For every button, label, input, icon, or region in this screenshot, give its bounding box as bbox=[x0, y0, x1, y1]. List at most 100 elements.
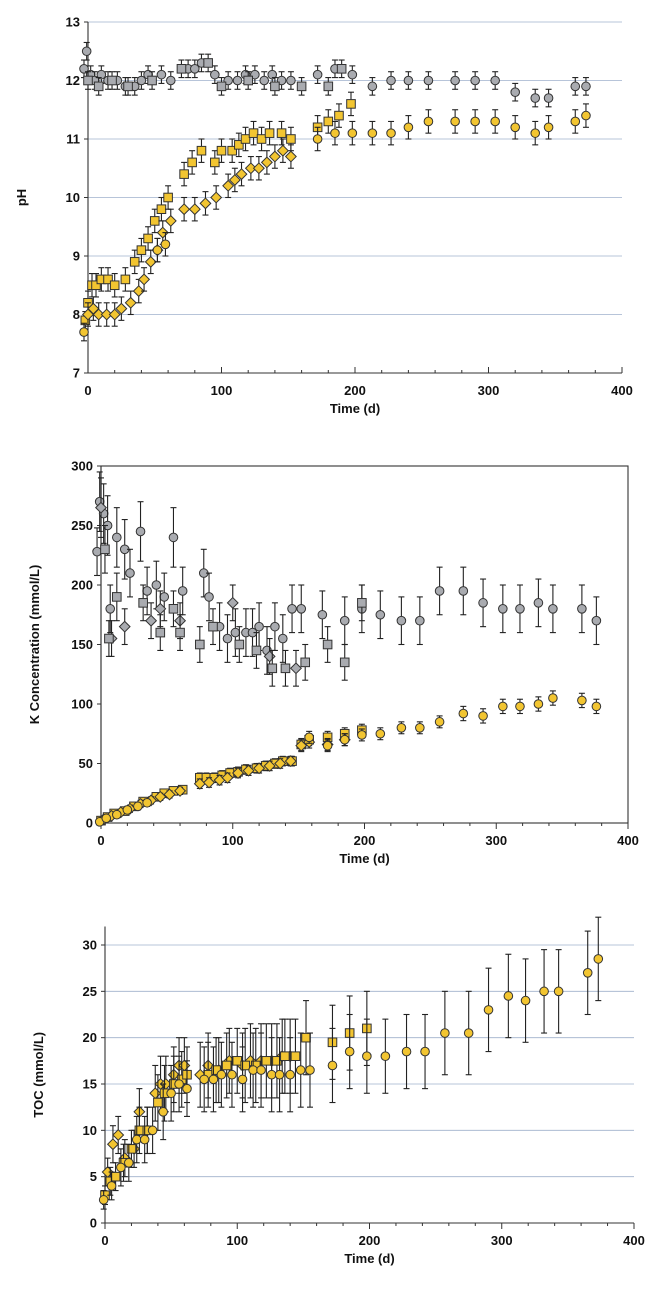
data-point-circle bbox=[386, 75, 396, 86]
data-point-circle bbox=[403, 75, 414, 86]
data-point-circle bbox=[259, 75, 270, 86]
data-point-diamond bbox=[274, 757, 287, 770]
x-tick-label: 300 bbox=[485, 833, 507, 848]
data-point-circle bbox=[322, 740, 333, 751]
data-point-circle bbox=[498, 701, 508, 712]
data-point-circle bbox=[367, 81, 378, 92]
data-point-circle bbox=[498, 604, 508, 614]
data-point-circle bbox=[182, 1083, 192, 1094]
data-point-diamond bbox=[244, 162, 257, 175]
data-point-square bbox=[280, 663, 291, 674]
data-point-circle bbox=[210, 69, 220, 80]
data-point-square bbox=[93, 81, 104, 92]
data-point-circle bbox=[79, 64, 89, 74]
data-point-circle bbox=[96, 69, 107, 80]
y-tick-label: 0 bbox=[86, 816, 93, 831]
data-point-square bbox=[143, 233, 153, 244]
data-point-diamond bbox=[222, 179, 235, 192]
data-point-square bbox=[216, 145, 227, 156]
data-point-circle bbox=[286, 75, 296, 86]
data-point-circle bbox=[274, 1069, 285, 1080]
x-axis-title: Time (d) bbox=[344, 1251, 394, 1266]
y-tick-label: 150 bbox=[71, 637, 93, 652]
x-tick-label: 400 bbox=[623, 1233, 645, 1248]
data-point-square bbox=[153, 1097, 163, 1108]
chart-panel-2: 0 100 200 300 400 0 50 100 150 200 250 300 Time (d) K… bbox=[27, 459, 639, 867]
data-point-circle bbox=[106, 1181, 117, 1191]
data-point-circle bbox=[515, 604, 525, 614]
data-point-square bbox=[234, 639, 245, 650]
data-point-circle bbox=[478, 598, 488, 608]
data-point-diamond bbox=[289, 662, 302, 675]
data-point-circle bbox=[81, 46, 92, 57]
data-point-square bbox=[286, 134, 296, 144]
data-point-square bbox=[120, 274, 131, 285]
data-point-square bbox=[216, 81, 227, 92]
data-point-circle bbox=[230, 627, 241, 638]
x-tick-label: 100 bbox=[226, 1233, 248, 1248]
data-point-circle bbox=[156, 69, 167, 80]
data-point-circle bbox=[287, 604, 297, 614]
data-point-circle bbox=[396, 723, 407, 733]
data-point-circle bbox=[135, 526, 146, 537]
y-tick-label: 10 bbox=[66, 190, 80, 205]
data-point-circle bbox=[403, 122, 414, 133]
data-point-circle bbox=[133, 801, 143, 812]
data-point-square bbox=[176, 64, 187, 74]
data-point-square bbox=[203, 58, 213, 68]
data-point-circle bbox=[380, 1051, 391, 1061]
data-point-square bbox=[264, 128, 275, 138]
data-point-diamond bbox=[193, 777, 206, 790]
data-point-diamond bbox=[284, 755, 297, 768]
data-point-circle bbox=[543, 93, 554, 103]
data-point-square bbox=[323, 81, 334, 92]
y-tick-label: 7 bbox=[73, 366, 80, 381]
data-point-square bbox=[149, 216, 160, 226]
data-point-circle bbox=[478, 711, 488, 721]
data-point-circle bbox=[112, 809, 122, 820]
data-point-circle bbox=[125, 568, 135, 578]
data-point-diamond bbox=[253, 762, 266, 775]
series-gray-circle bbox=[79, 41, 591, 108]
data-point-diamond bbox=[284, 150, 297, 163]
data-point-circle bbox=[232, 75, 243, 86]
data-point-diamond bbox=[232, 767, 245, 780]
data-point-diamond bbox=[268, 150, 281, 163]
data-point-square bbox=[334, 110, 344, 121]
data-point-square bbox=[104, 633, 114, 644]
data-point-circle bbox=[458, 708, 469, 719]
data-point-square bbox=[280, 1051, 290, 1062]
data-point-diamond bbox=[221, 771, 234, 784]
data-point-circle bbox=[208, 1074, 219, 1085]
data-point-circle bbox=[159, 592, 170, 602]
y-tick-label: 0 bbox=[90, 1216, 97, 1231]
data-point-circle bbox=[548, 693, 558, 703]
data-point-circle bbox=[415, 723, 425, 733]
x-tick-label: 100 bbox=[211, 383, 233, 398]
data-point-circle bbox=[423, 75, 434, 86]
data-point-diamond bbox=[199, 197, 212, 210]
data-point-diamond bbox=[138, 273, 151, 286]
data-point-circle bbox=[216, 1069, 227, 1080]
data-point-square bbox=[83, 75, 93, 86]
data-point-circle bbox=[344, 1046, 355, 1057]
data-point-square bbox=[270, 81, 280, 92]
data-point-square bbox=[267, 663, 278, 674]
x-tick-label: 0 bbox=[101, 1233, 108, 1248]
data-point-diamond bbox=[108, 308, 121, 321]
y-tick-label: 100 bbox=[71, 697, 93, 712]
data-point-circle bbox=[515, 701, 525, 712]
data-point-circle bbox=[256, 1065, 266, 1075]
data-point-square bbox=[175, 627, 185, 638]
data-point-circle bbox=[116, 1162, 126, 1173]
data-point-diamond bbox=[163, 788, 176, 801]
data-point-circle bbox=[131, 1134, 142, 1145]
data-point-square bbox=[138, 598, 148, 608]
data-point-circle bbox=[304, 732, 314, 743]
data-point-diamond bbox=[295, 739, 308, 752]
y-axis-title: K Concentration (mmol/L) bbox=[27, 565, 42, 725]
data-point-diamond bbox=[124, 296, 137, 309]
data-point-square bbox=[210, 157, 220, 168]
data-point-circle bbox=[434, 717, 445, 727]
data-point-circle bbox=[553, 986, 564, 997]
